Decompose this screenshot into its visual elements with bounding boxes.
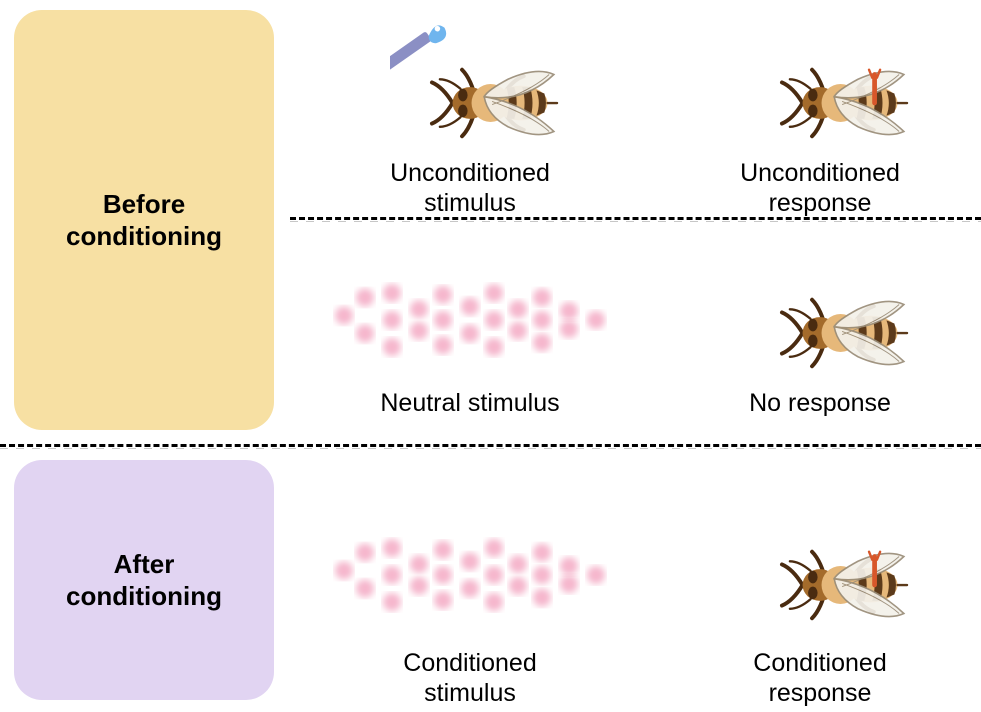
label-conditioned-stimulus: Conditioned stimulus (320, 648, 620, 708)
scent-icon-conditioned-stimulus (320, 530, 620, 625)
phase-label-after-line1: After (114, 549, 175, 579)
phase-label-after: After conditioning (66, 548, 222, 613)
bee-icon-unconditioned-stimulus (390, 8, 571, 155)
phase-label-before: Before conditioning (66, 188, 222, 253)
label-unconditioned-stimulus: Unconditioned stimulus (320, 158, 620, 218)
label-conditioned-response: Conditioned response (670, 648, 970, 708)
phase-box-before: Before conditioning (14, 10, 274, 430)
bee-icon-unconditioned-response (740, 8, 921, 155)
phase-label-before-line1: Before (103, 189, 185, 219)
label-no-response: No response (670, 388, 970, 418)
phase-box-after: After conditioning (14, 460, 274, 700)
label-unconditioned-response: Unconditioned response (670, 158, 970, 218)
phase-label-after-line2: conditioning (66, 581, 222, 611)
divider-row2 (0, 444, 981, 449)
bee-icon-conditioned-response (740, 490, 921, 637)
phase-label-before-line2: conditioning (66, 221, 222, 251)
bee-icon-no-response (740, 238, 921, 385)
label-neutral-stimulus: Neutral stimulus (320, 388, 620, 418)
scent-icon-neutral-stimulus (320, 275, 620, 370)
